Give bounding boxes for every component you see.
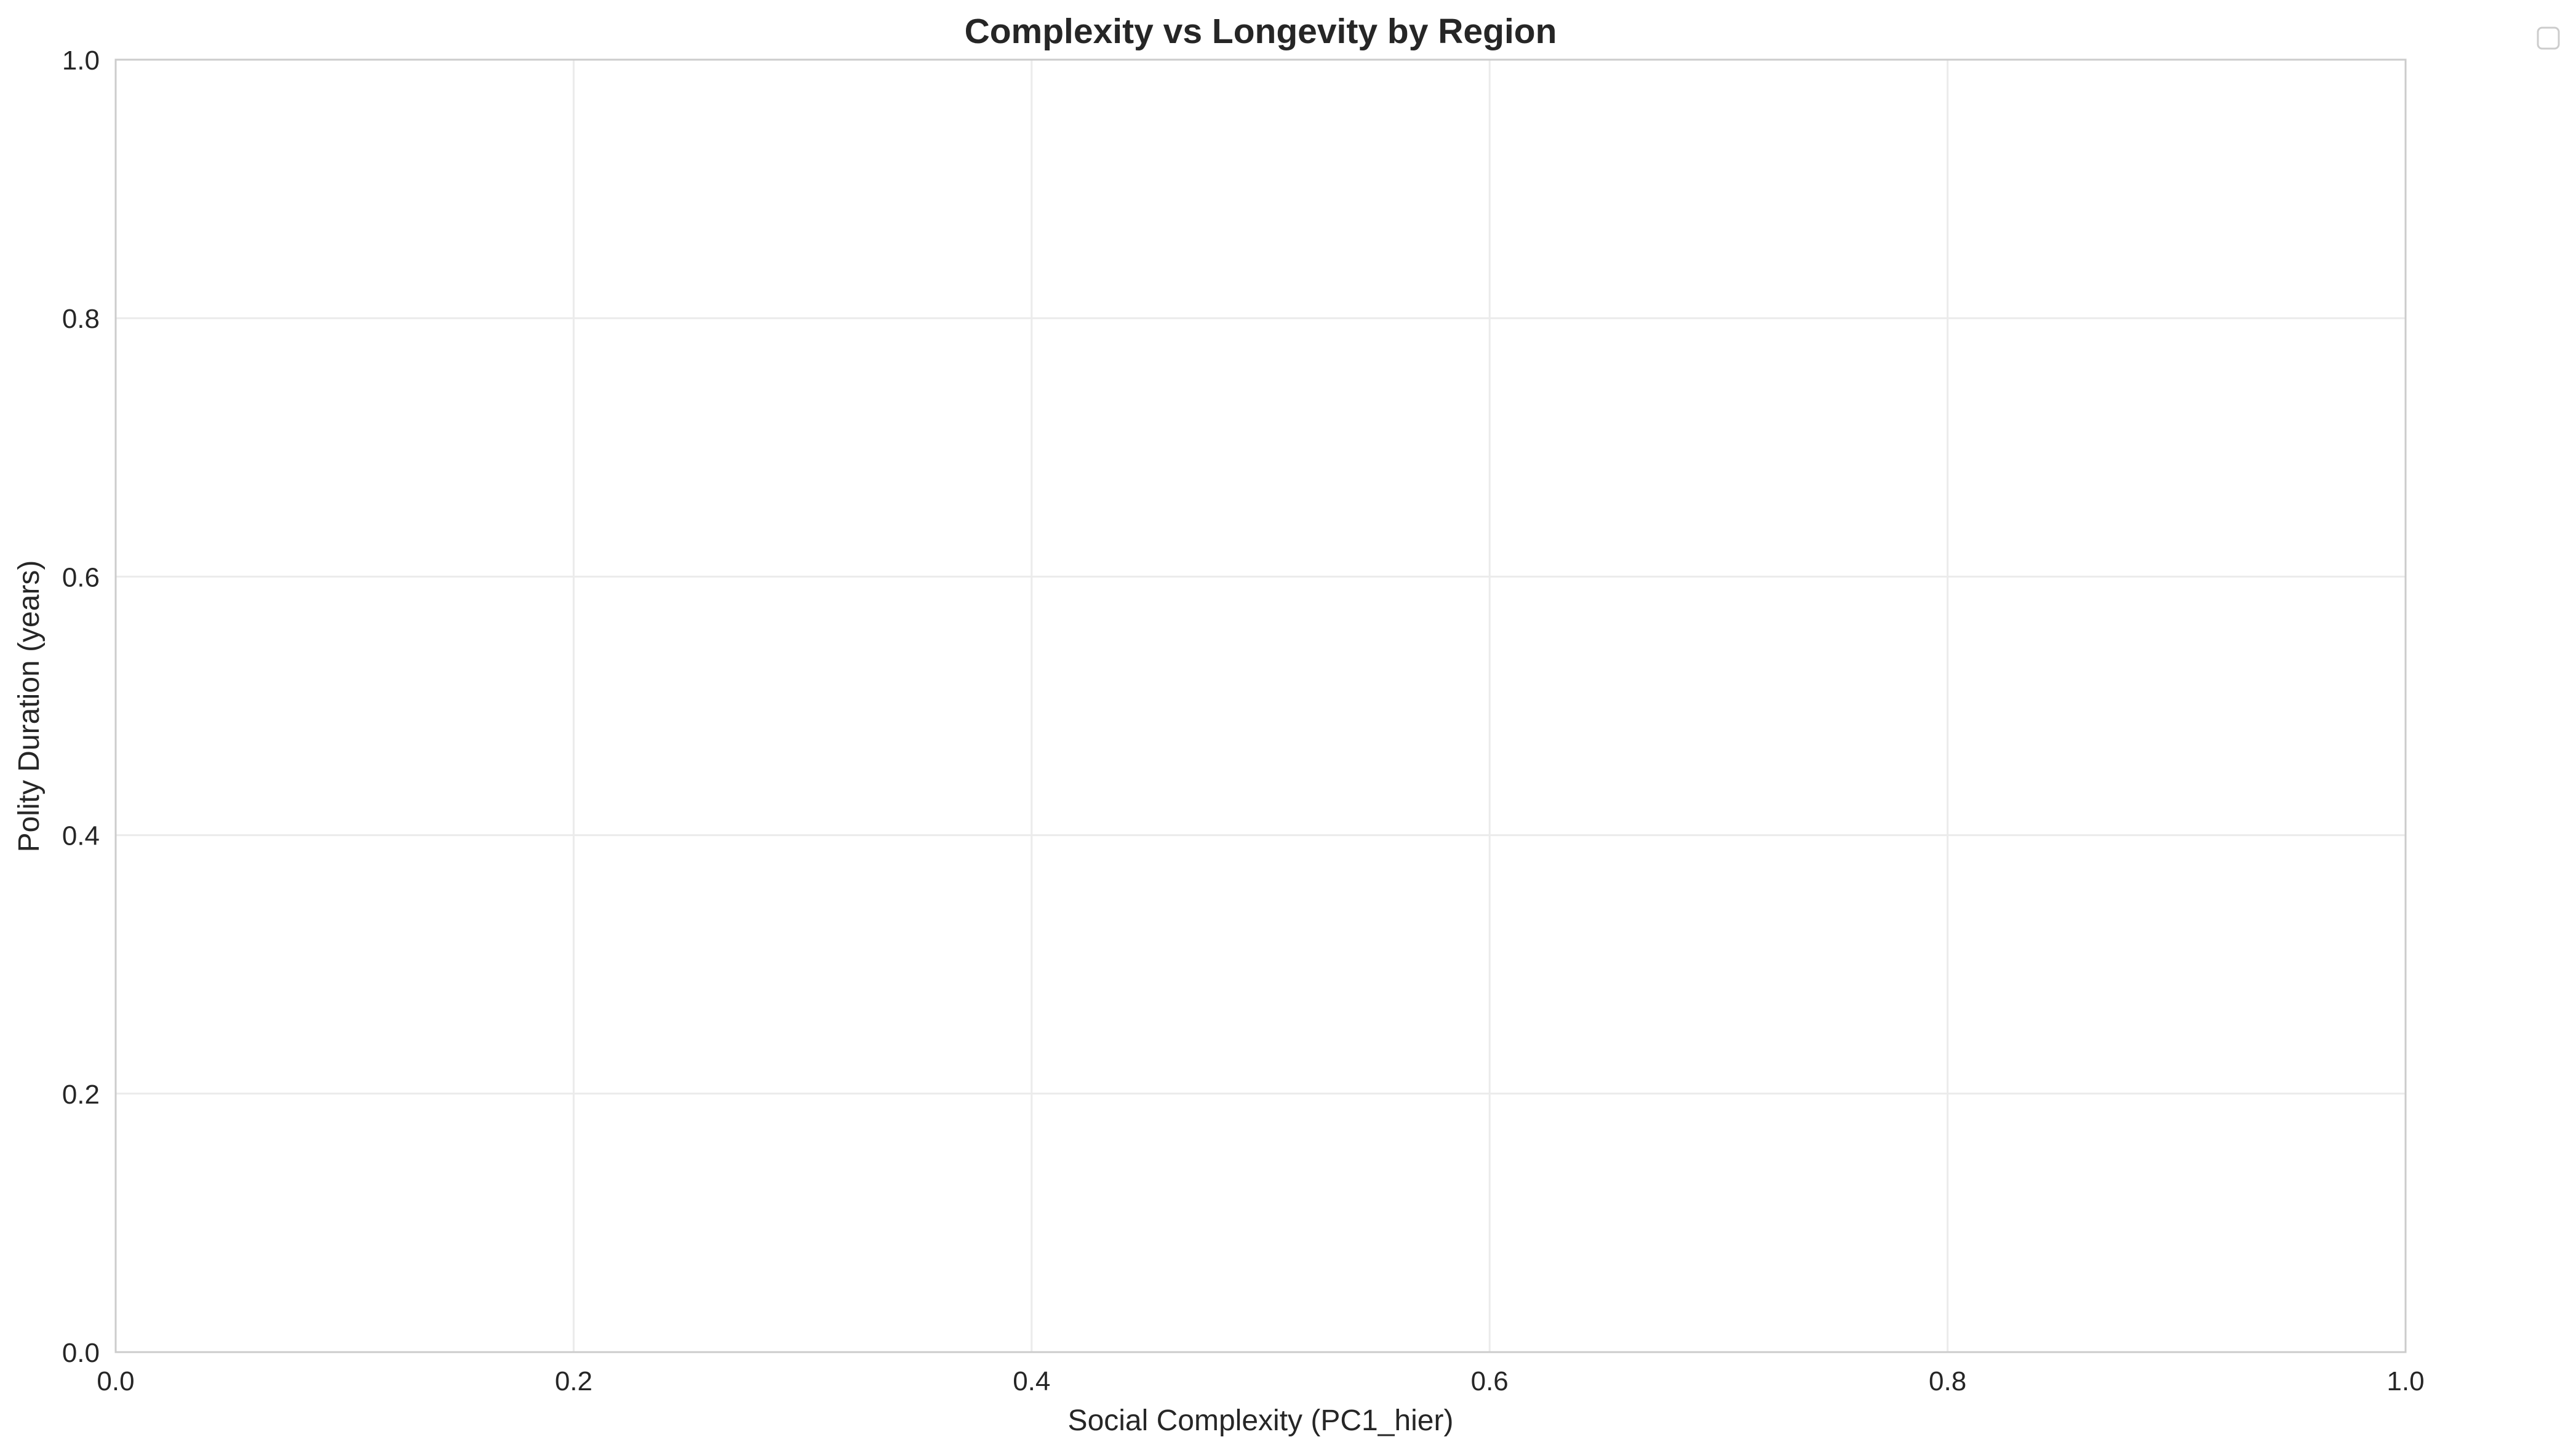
chart-title: Complexity vs Longevity by Region xyxy=(965,12,1557,51)
y-axis-ticks: 0.0 0.2 0.4 0.6 0.8 1.0 xyxy=(62,46,100,1368)
grid-lines xyxy=(116,60,2406,1352)
plot-area-frame xyxy=(114,58,2407,1353)
y-tick-label: 0.2 xyxy=(62,1080,100,1110)
y-tick-label: 1.0 xyxy=(62,46,100,76)
x-tick-label: 0.0 xyxy=(97,1366,134,1396)
x-tick-label: 0.4 xyxy=(1013,1366,1050,1396)
legend-box xyxy=(2537,26,2560,50)
x-tick-label: 0.8 xyxy=(1929,1366,1966,1396)
y-tick-label: 0.4 xyxy=(62,821,100,851)
y-axis-label: Polity Duration (years) xyxy=(13,560,46,853)
y-tick-label: 0.0 xyxy=(62,1338,100,1368)
x-axis-label: Social Complexity (PC1_hier) xyxy=(1068,1404,1454,1437)
y-tick-label: 0.8 xyxy=(62,304,100,334)
y-tick-label: 0.6 xyxy=(62,562,100,592)
x-axis-ticks: 0.0 0.2 0.4 0.6 0.8 1.0 xyxy=(97,1366,2424,1396)
x-tick-label: 0.6 xyxy=(1471,1366,1509,1396)
x-tick-label: 1.0 xyxy=(2387,1366,2424,1396)
x-tick-label: 0.2 xyxy=(555,1366,592,1396)
